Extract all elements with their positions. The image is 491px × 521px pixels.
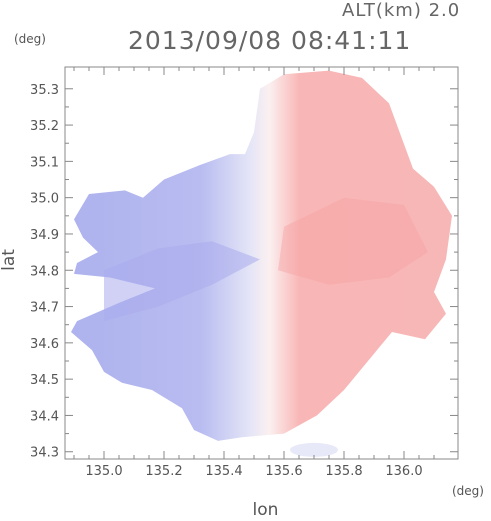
chart-title-timestamp: 2013/09/08 08:41:11: [128, 26, 412, 55]
y-tick-label: 35.3: [30, 83, 59, 98]
x-tick-label: 135.8: [325, 464, 362, 479]
velocity-field: [71, 70, 452, 457]
echo-coverage-region: [71, 70, 452, 441]
y-axis-ticks: 34.3 34.4 34.5 34.6 34.7 34.8 34.9 35.0 35.1 35.2…: [30, 83, 458, 461]
y-tick-label: 35.0: [30, 192, 59, 207]
x-tick-label: 136.0: [385, 464, 422, 479]
y-tick-label: 35.1: [30, 155, 59, 170]
x-axis-ticks: 135.0 135.2 135.4 135.6 135.8 136.0: [73, 67, 435, 479]
x-tick-label: 135.4: [205, 464, 242, 479]
y-tick-label: 34.6: [30, 337, 59, 352]
x-tick-label: 135.0: [85, 464, 122, 479]
y-tick-label: 35.2: [30, 119, 59, 134]
y-tick-label: 34.8: [30, 264, 59, 279]
x-axis-unit: (deg): [452, 484, 484, 498]
echo-band-west: [104, 241, 260, 322]
x-axis-title: lon: [252, 500, 279, 520]
echo-zone-east: [278, 197, 428, 285]
y-tick-label: 34.5: [30, 373, 59, 388]
y-axis-unit: (deg): [14, 32, 46, 46]
x-tick-label: 135.6: [265, 464, 302, 479]
x-tick-label: 135.2: [145, 464, 182, 479]
y-tick-label: 34.9: [30, 228, 59, 243]
echo-isolated-south: [290, 442, 338, 457]
altitude-label: ALT(km) 2.0: [342, 0, 461, 21]
y-tick-label: 34.3: [30, 446, 59, 461]
y-tick-label: 34.7: [30, 301, 59, 316]
y-tick-label: 34.4: [30, 409, 59, 424]
plot-frame: [64, 66, 459, 460]
